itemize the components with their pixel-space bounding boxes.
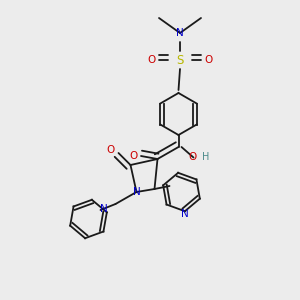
Text: N: N bbox=[133, 187, 140, 197]
Text: N: N bbox=[100, 204, 108, 214]
Text: H: H bbox=[202, 152, 209, 163]
Text: O: O bbox=[107, 145, 115, 155]
Text: S: S bbox=[176, 53, 184, 67]
Text: N: N bbox=[181, 209, 189, 219]
Text: O: O bbox=[188, 152, 196, 163]
Text: O: O bbox=[129, 151, 138, 161]
Text: N: N bbox=[176, 28, 184, 38]
Text: O: O bbox=[204, 55, 213, 65]
Text: O: O bbox=[147, 55, 156, 65]
